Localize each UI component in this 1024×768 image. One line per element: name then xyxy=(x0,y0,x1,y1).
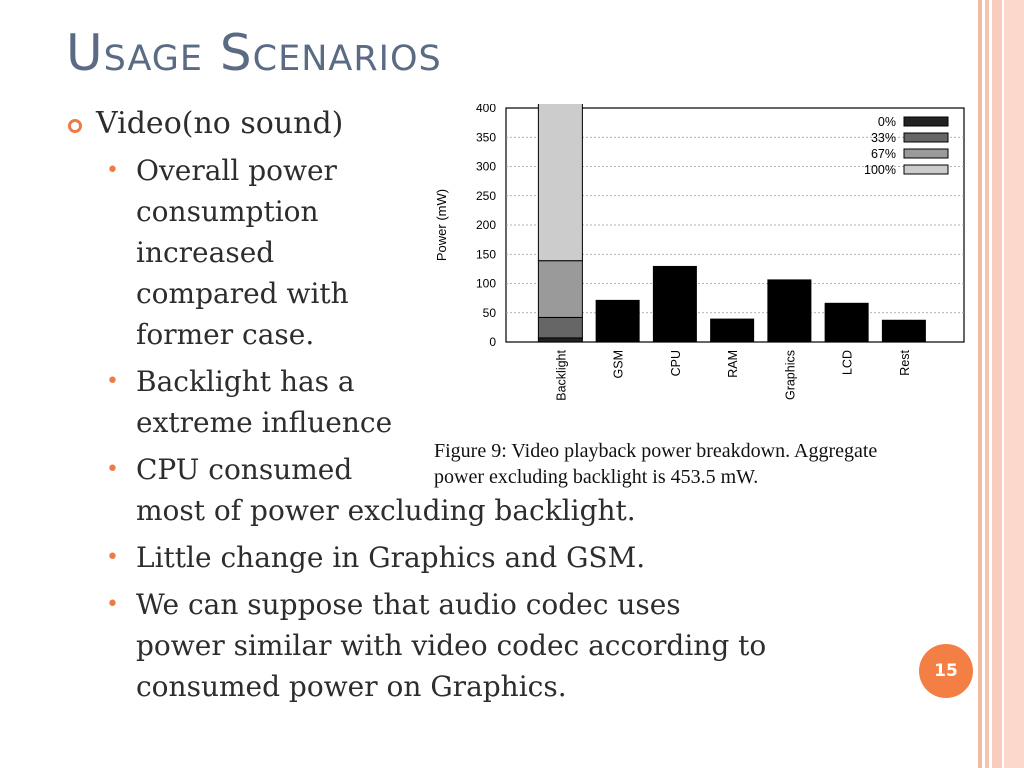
bar-graphics xyxy=(767,279,812,342)
power-bar-chart: 0 50 100 150 200 250 300 350 400 Power (mW) Backli… xyxy=(434,98,965,401)
decor-stripe-2 xyxy=(985,0,989,768)
figure-caption: Figure 9: Video playback power breakdown… xyxy=(434,438,974,490)
x-tick-label: LCD xyxy=(841,350,855,375)
x-tick-label: RAM xyxy=(726,350,740,378)
bar-gsm xyxy=(595,299,640,342)
slide-title: Usage Scenarios xyxy=(66,24,442,82)
caption-line: Figure 9: Video playback power breakdown… xyxy=(434,440,878,462)
x-tick-label: CPU xyxy=(669,350,683,376)
bullet-line: Little change in Graphics and GSM. xyxy=(136,541,646,574)
y-tick-label: 350 xyxy=(476,130,496,144)
bullet-cpu: • CPU consumed most of power excluding b… xyxy=(66,449,906,531)
bullet-list: Video(no sound) • Overall power consumpt… xyxy=(66,104,906,707)
dot-bullet-icon: • xyxy=(106,457,119,482)
legend-label: 67% xyxy=(871,147,896,161)
dot-bullet-icon: • xyxy=(106,545,119,570)
y-tick-label: 300 xyxy=(476,160,496,174)
x-tick-label: Rest xyxy=(898,349,912,375)
caption-line: power excluding backlight is 453.5 mW. xyxy=(434,466,759,488)
ring-bullet-icon xyxy=(68,119,82,133)
bullet-heading-text: Video(no sound) xyxy=(96,106,344,141)
power-breakdown-figure: 0 50 100 150 200 250 300 350 400 Power (mW) Backli… xyxy=(434,98,974,494)
bar-segment-0pct xyxy=(537,337,583,343)
legend-swatch xyxy=(903,148,949,159)
page-number-badge: 15 xyxy=(919,644,973,698)
bar-segment-67pct xyxy=(537,260,583,318)
bar-rest xyxy=(881,319,926,342)
bar-segment-100pct xyxy=(537,98,583,262)
bullet-line: increased xyxy=(136,236,275,269)
bullet-line: We can suppose that audio codec uses xyxy=(136,588,681,621)
bullet-line: Overall power xyxy=(136,154,337,187)
legend-label: 0% xyxy=(878,115,896,129)
bullet-line: compared with xyxy=(136,277,349,310)
legend-swatch xyxy=(903,164,949,175)
bullet-line: consumed power on Graphics. xyxy=(136,670,567,703)
legend-label: 100% xyxy=(864,163,896,177)
bullet-audio-codec: • We can suppose that audio codec uses p… xyxy=(66,584,906,707)
bullet-line: consumption xyxy=(136,195,319,228)
y-tick-label: 100 xyxy=(476,277,496,291)
bullet-line: former case. xyxy=(136,318,315,351)
y-tick-label: 250 xyxy=(476,189,496,203)
decor-stripe-3 xyxy=(992,0,1002,768)
y-tick-label: 200 xyxy=(476,218,496,232)
bullet-line: most of power excluding backlight. xyxy=(136,494,636,527)
legend-label: 33% xyxy=(871,131,896,145)
bullet-heading: Video(no sound) xyxy=(66,104,906,144)
decor-stripe-4 xyxy=(1004,0,1024,768)
dot-bullet-icon: • xyxy=(106,592,119,617)
x-tick-label: GSM xyxy=(612,350,626,378)
bar-segment-33pct xyxy=(537,316,583,339)
bullet-backlight: • Backlight has a extreme influence xyxy=(66,361,906,443)
bar-ram xyxy=(710,318,755,342)
legend-swatch xyxy=(903,116,949,127)
bullet-line: CPU consumed xyxy=(136,453,353,486)
y-tick-label: 0 xyxy=(489,335,496,349)
y-axis-label: Power (mW) xyxy=(434,189,449,261)
decor-stripe-1 xyxy=(978,0,982,768)
bullet-line: Backlight has a xyxy=(136,365,355,398)
bullet-overall-power: • Overall power consumption increased co… xyxy=(66,150,906,355)
x-tick-label: Graphics xyxy=(783,350,797,400)
bar-lcd xyxy=(824,302,869,342)
legend-swatch xyxy=(903,132,949,143)
x-tick-label: Backlight xyxy=(554,349,568,400)
bullet-line: extreme influence xyxy=(136,406,393,439)
y-tick-label: 150 xyxy=(476,247,496,261)
y-tick-label: 50 xyxy=(483,306,497,320)
bullet-line: power similar with video codec according… xyxy=(136,629,767,662)
y-tick-label: 400 xyxy=(476,104,496,115)
bullet-graphics-gsm: • Little change in Graphics and GSM. xyxy=(66,537,906,578)
dot-bullet-icon: • xyxy=(106,158,119,183)
dot-bullet-icon: • xyxy=(106,369,119,394)
bar-cpu xyxy=(652,265,697,342)
